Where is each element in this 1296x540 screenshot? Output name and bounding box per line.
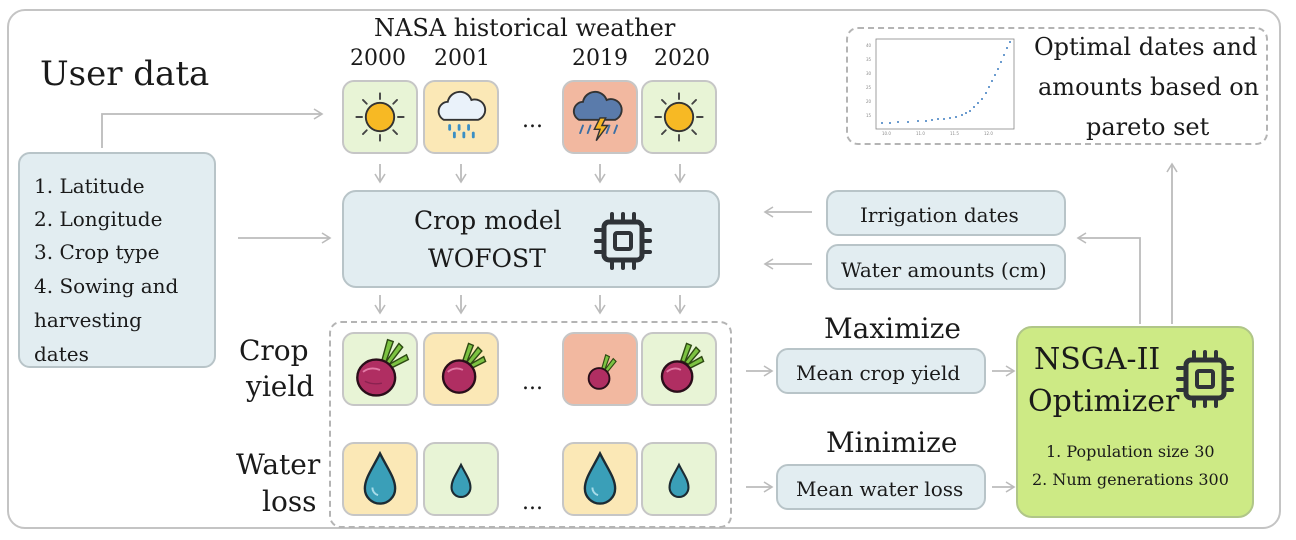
beet-icon: [587, 353, 617, 390]
user-data-item: 2. Longitude: [34, 207, 163, 231]
svg-text:30: 30: [866, 71, 872, 76]
chip-icon: [594, 212, 652, 270]
water-loss-label-2: loss: [262, 485, 317, 518]
crop-yield-label-1: Crop: [239, 334, 309, 367]
outcome-line-1: Optimal dates and: [1034, 33, 1258, 61]
irrigation-dates-label: Irrigation dates: [860, 203, 1019, 227]
weather-tile: [641, 80, 717, 154]
optimizer-subtitle: Optimizer: [1028, 384, 1180, 419]
water-tile: [562, 442, 638, 516]
arrow-userdata-to-weather: [101, 108, 324, 148]
mean-crop-yield-box: Mean crop yield: [776, 348, 986, 394]
maximize-label: Maximize: [824, 312, 961, 345]
svg-text:40: 40: [866, 43, 872, 48]
water-drop-icon: [668, 462, 690, 499]
outcome-line-2: amounts based on: [1038, 73, 1260, 101]
mean-water-loss-box: Mean water loss: [776, 464, 986, 510]
weather-title: NASA historical weather: [374, 14, 676, 42]
water-amounts-box: Water amounts (cm): [826, 244, 1066, 290]
outcome-box: 40 35 30 25 20 15 10.0 11.0 11.5 12.0 Optimal d…: [846, 27, 1268, 145]
water-drop-icon: [363, 450, 397, 505]
beet-icon: [441, 342, 487, 394]
water-tile: [423, 442, 499, 516]
mean-crop-yield-label: Mean crop yield: [796, 361, 961, 385]
pareto-scatter-plot: 40 35 30 25 20 15 10.0 11.0 11.5 12.0: [866, 38, 1015, 136]
user-data-item: 3. Crop type: [34, 240, 160, 264]
crop-model-name: WOFOST: [428, 244, 546, 273]
user-data-title: User data: [40, 54, 210, 94]
crop-tile: [342, 332, 418, 406]
svg-text:25: 25: [866, 85, 872, 90]
svg-text:35: 35: [866, 57, 872, 62]
water-drop-icon: [450, 462, 472, 499]
storm-cloud-icon: [572, 90, 623, 142]
rain-cloud-icon: [437, 90, 487, 139]
svg-text:11.0: 11.0: [916, 131, 925, 136]
weather-tile: [423, 80, 499, 154]
irrigation-dates-box: Irrigation dates: [826, 190, 1066, 236]
beet-icon: [356, 338, 410, 397]
user-data-item: 1. Latitude: [34, 174, 145, 198]
ellipsis: ...: [522, 490, 543, 515]
weather-tile: [342, 80, 418, 154]
mean-water-loss-label: Mean water loss: [796, 477, 964, 501]
user-data-box: 1. Latitude 2. Longitude 3. Crop type 4.…: [18, 152, 216, 368]
svg-text:10.0: 10.0: [882, 131, 891, 136]
svg-text:12.0: 12.0: [984, 131, 993, 136]
minimize-label: Minimize: [826, 426, 958, 459]
crop-tile: [562, 332, 638, 406]
year-label: 2000: [350, 46, 406, 71]
svg-text:11.5: 11.5: [950, 131, 959, 136]
svg-text:15: 15: [866, 113, 872, 118]
crop-tile: [423, 332, 499, 406]
crop-model-box: Crop model WOFOST: [342, 190, 720, 288]
optimizer-param-generations: 2. Num generations 300: [1032, 470, 1229, 489]
user-data-item: 4. Sowing and: [34, 274, 179, 298]
year-label: 2020: [654, 46, 710, 71]
water-tile: [342, 442, 418, 516]
chip-icon: [1176, 350, 1234, 408]
water-amounts-label: Water amounts (cm): [841, 258, 1047, 282]
water-drop-icon: [583, 450, 617, 505]
year-label: 2019: [572, 46, 628, 71]
results-container: [329, 321, 732, 528]
weather-tile: [562, 80, 638, 154]
optimizer-param-population: 1. Population size 30: [1046, 442, 1215, 461]
ellipsis: ...: [522, 370, 543, 395]
optimizer-box: NSGA-II Optimizer 1. Population size 30 …: [1016, 326, 1254, 518]
crop-yield-label-2: yield: [246, 370, 315, 403]
water-loss-label-1: Water: [236, 448, 321, 481]
beet-icon: [660, 342, 705, 393]
crop-model-title: Crop model: [414, 206, 562, 235]
sun-icon: [654, 92, 704, 142]
optimizer-title: NSGA-II: [1034, 342, 1161, 377]
outcome-line-3: pareto set: [1086, 113, 1210, 141]
water-tile: [641, 442, 717, 516]
svg-text:20: 20: [866, 99, 872, 104]
ellipsis: ...: [522, 108, 543, 133]
crop-tile: [641, 332, 717, 406]
year-label: 2001: [434, 46, 490, 71]
diagram-frame: [7, 9, 1281, 529]
user-data-item: dates: [34, 342, 89, 366]
user-data-item: harvesting: [34, 308, 142, 332]
sun-icon: [355, 92, 405, 142]
